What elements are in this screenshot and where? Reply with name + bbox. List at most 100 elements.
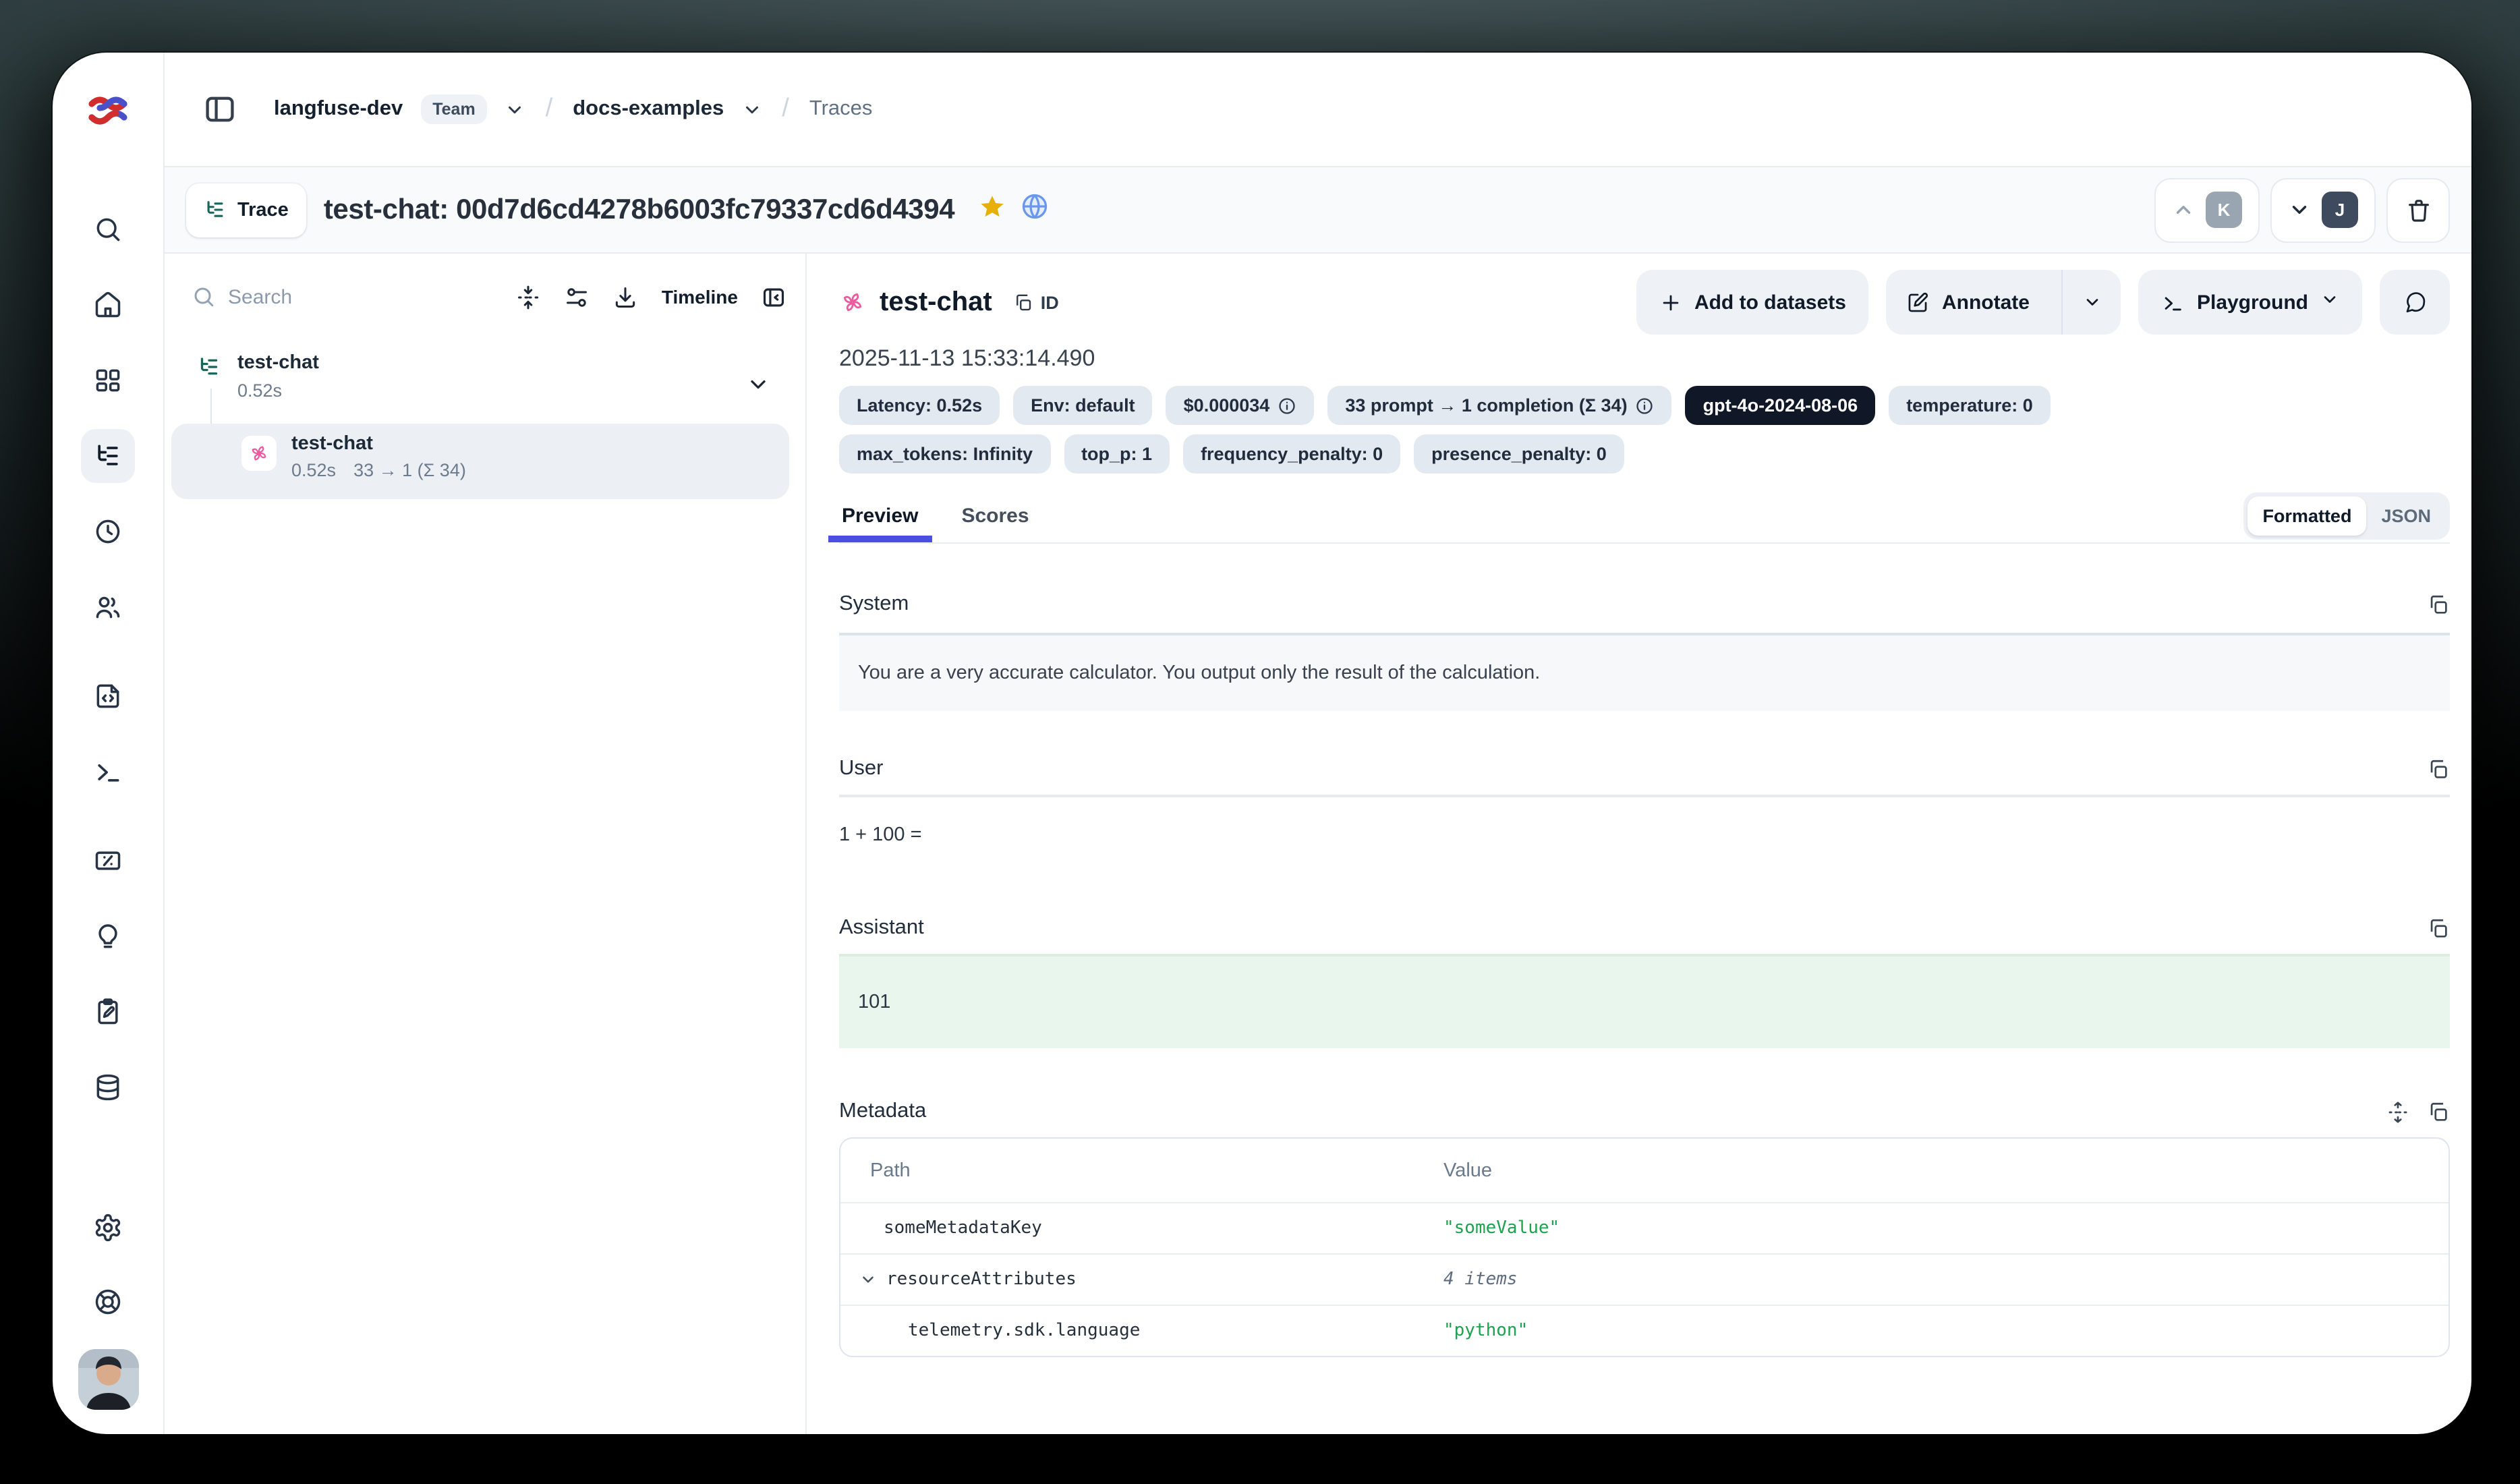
metadata-section-header: Metadata [839, 1100, 2450, 1124]
delete-trace-button[interactable] [2386, 177, 2450, 242]
breadcrumb-org[interactable]: docs-examples [573, 97, 724, 120]
info-icon[interactable] [1278, 396, 1296, 415]
sidebar-item-dashboards[interactable] [81, 353, 135, 407]
tree-child-duration: 0.52s [291, 460, 337, 480]
copy-icon[interactable] [2427, 758, 2450, 780]
lifebuoy-icon [95, 1289, 121, 1315]
tree-root-duration: 0.52s [237, 380, 283, 401]
sidebar-item-users[interactable] [81, 580, 135, 634]
user-message-divider [839, 795, 2450, 797]
observation-title: test-chat [880, 287, 992, 316]
sidebar-toggle-button[interactable] [197, 86, 243, 132]
trace-title-bar: Trace test-chat: 00d7d6cd4278b6003fc7933… [165, 167, 2471, 254]
timeline-toggle[interactable]: Timeline [661, 286, 738, 308]
copy-icon[interactable] [2427, 593, 2450, 616]
sidebar-item-evaluation[interactable] [81, 834, 135, 888]
edit-pen-icon [1909, 291, 1929, 312]
collapse-all-button[interactable] [516, 284, 542, 310]
sidebar-item-settings[interactable] [81, 1201, 135, 1255]
public-globe-icon[interactable] [1019, 192, 1049, 228]
sidebar-item-prompts[interactable] [81, 669, 135, 723]
tree-collapse-chevron[interactable] [746, 372, 770, 403]
user-message: 1 + 100 = [839, 824, 922, 846]
user-avatar[interactable] [78, 1349, 138, 1410]
dashboard-grid-icon [96, 369, 120, 392]
panel-collapse-left-icon [763, 287, 784, 306]
detail-tabs: Preview Scores Formatted JSON [828, 490, 2450, 544]
next-trace-button[interactable]: J [2270, 177, 2376, 242]
tree-search-input[interactable] [228, 285, 376, 308]
temperature-badge: temperature: 0 [1889, 386, 2051, 425]
sidebar-item-judge[interactable] [81, 909, 135, 963]
avatar-photo [78, 1349, 138, 1410]
sidebar-item-sessions[interactable] [81, 505, 135, 559]
lightbulb-icon [98, 924, 117, 948]
sidebar-item-playground[interactable] [81, 745, 135, 799]
terminal-icon [98, 764, 119, 782]
trace-tree-icon [200, 358, 218, 375]
sidebar-item-home[interactable] [81, 278, 135, 332]
gear-icon [95, 1214, 121, 1242]
download-button[interactable] [613, 284, 639, 310]
tab-preview[interactable]: Preview [828, 490, 932, 542]
add-to-datasets-button[interactable]: Add to datasets [1636, 270, 1869, 335]
metadata-value: "python" [1443, 1321, 1528, 1341]
model-badge[interactable]: gpt-4o-2024-08-06 [1685, 386, 1876, 425]
playground-button[interactable]: Playground [2138, 270, 2362, 335]
app-window: langfuse-dev Team / docs-examples / Trac… [53, 53, 2471, 1434]
annotate-dropdown-button[interactable] [2061, 270, 2121, 335]
top-navigation: langfuse-dev Team / docs-examples / Trac… [165, 53, 2471, 167]
generation-pinwheel-icon [252, 446, 266, 461]
comments-button[interactable] [2380, 270, 2450, 335]
sliders-icon [567, 287, 588, 306]
sidebar-item-annotation[interactable] [81, 985, 135, 1039]
top-p-badge: top_p: 1 [1064, 434, 1170, 474]
kbd-j: J [2322, 192, 2358, 228]
trace-title: test-chat: 00d7d6cd4278b6003fc79337cd6d4… [323, 194, 955, 225]
metadata-key: someMetadataKey [884, 1218, 1042, 1238]
add-to-datasets-label: Add to datasets [1694, 291, 1846, 314]
project-chevron-down-icon[interactable] [505, 99, 525, 119]
trace-tree-icon [98, 445, 118, 465]
sidebar-item-datasets[interactable] [81, 1060, 135, 1114]
info-icon[interactable] [1636, 396, 1655, 415]
sidebar-item-tracing[interactable] [81, 429, 135, 483]
plus-icon [1663, 294, 1679, 310]
sidebar-bottom [78, 1201, 138, 1434]
metadata-item-count: 4 items [1443, 1269, 1518, 1290]
row-chevron-down-icon[interactable] [859, 1271, 877, 1288]
metadata-table: Path Value someMetadataKey "someValue" r… [839, 1137, 2450, 1357]
trace-tree-icon [207, 201, 223, 217]
prev-trace-button[interactable]: K [2154, 177, 2260, 242]
copy-icon[interactable] [2427, 1100, 2450, 1123]
badge-row-2: max_tokens: Infinity top_p: 1 frequency_… [839, 434, 2450, 474]
copy-icon[interactable] [2427, 917, 2450, 940]
panel-left-icon [206, 96, 234, 122]
langfuse-logo [53, 53, 163, 167]
format-json-option[interactable]: JSON [2381, 506, 2431, 526]
assistant-label: Assistant [839, 916, 924, 939]
tab-scores[interactable]: Scores [961, 505, 1029, 527]
badge-row-1: Latency: 0.52s Env: default $0.000034 33… [839, 386, 2450, 425]
metadata-key: resourceAttributes [840, 1269, 1414, 1290]
expand-vertical-icon[interactable] [2386, 1100, 2409, 1123]
sidebar-item-support[interactable] [81, 1275, 135, 1329]
sidebar-item-search[interactable] [81, 202, 135, 256]
breadcrumb-project[interactable]: langfuse-dev [274, 97, 403, 120]
annotate-button[interactable]: Annotate [1887, 270, 2050, 335]
tree-settings-button[interactable] [565, 284, 590, 310]
format-formatted-option[interactable]: Formatted [2247, 496, 2367, 536]
tree-root-row[interactable]: test-chat 0.52s [197, 352, 319, 401]
playground-label: Playground [2196, 291, 2308, 314]
org-chevron-down-icon[interactable] [741, 99, 762, 119]
tree-child-row-selected[interactable]: test-chat 0.52s 33 → 1 (Σ 34) [171, 424, 789, 499]
trace-badge-label: Trace [237, 199, 289, 221]
collapse-panel-button[interactable] [761, 284, 786, 310]
bookmark-star-icon[interactable] [977, 192, 1006, 227]
fold-vertical-icon [518, 285, 540, 309]
observation-actions: Add to datasets Annotate [1636, 270, 2450, 335]
breadcrumb-page[interactable]: Traces [809, 97, 873, 120]
max-tokens-badge: max_tokens: Infinity [839, 434, 1051, 474]
copy-id-chip[interactable]: ID [1014, 292, 1059, 312]
